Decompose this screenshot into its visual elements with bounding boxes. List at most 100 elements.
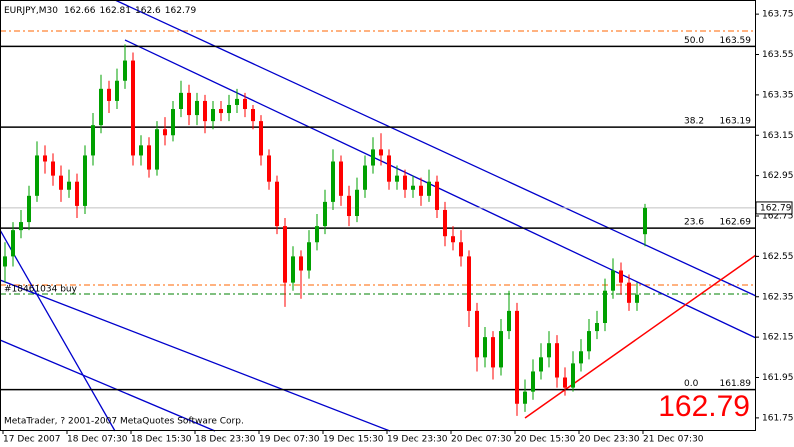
- candle-body: [363, 165, 367, 190]
- candle-body: [387, 155, 391, 182]
- candle-body: [251, 109, 255, 122]
- candle-body: [555, 343, 559, 378]
- x-tick-label: 19 Dec 23:30: [387, 435, 448, 445]
- candle-body: [491, 337, 495, 368]
- candle-body: [459, 242, 463, 257]
- candle-body: [147, 145, 151, 170]
- candle-body: [299, 256, 303, 271]
- candle-body: [171, 109, 175, 136]
- candle-body: [507, 310, 511, 332]
- candle-body: [627, 282, 631, 303]
- trend-line: [0, 229, 116, 432]
- candle-body: [419, 185, 423, 196]
- close: 162.79: [165, 6, 197, 16]
- candle-body: [235, 98, 239, 105]
- trend-line: [0, 279, 391, 432]
- candle-body: [347, 195, 351, 217]
- candle-body: [67, 181, 71, 190]
- fibo-price: 162.69: [720, 218, 752, 228]
- x-tick-label: 19 Dec 07:30: [259, 435, 320, 445]
- candle-body: [99, 88, 103, 126]
- y-tick-label: 163.15: [762, 131, 794, 141]
- y-tick-label: 161.75: [762, 413, 794, 423]
- candle-body: [139, 145, 143, 156]
- x-tick-label: 18 Dec 07:30: [67, 435, 128, 445]
- trend-line: [114, 0, 757, 297]
- candle-body: [379, 149, 383, 156]
- candle-body: [355, 189, 359, 217]
- candle-body: [443, 209, 447, 237]
- candle-body: [531, 371, 535, 392]
- y-tick-label: 162.55: [762, 252, 794, 262]
- candle-body: [403, 175, 407, 190]
- high: 162.81: [100, 6, 132, 16]
- y-tick-label: 163.55: [762, 50, 794, 60]
- candle-body: [563, 377, 567, 388]
- candle-body: [395, 175, 399, 182]
- candle-body: [499, 331, 503, 368]
- candle-body: [467, 256, 471, 311]
- candle-body: [371, 149, 375, 166]
- candle-body: [315, 226, 319, 243]
- candle-body: [475, 310, 479, 358]
- fibo-level: 38.2: [684, 117, 704, 127]
- fibo-level: 23.6: [684, 218, 704, 228]
- candle-body: [131, 60, 135, 156]
- fibo-level: 0.0: [684, 379, 699, 389]
- candle-body: [571, 363, 575, 388]
- trend-line: [524, 254, 757, 419]
- candle-body: [267, 155, 271, 182]
- candle-body: [483, 337, 487, 358]
- low: 162.6: [135, 6, 161, 16]
- trend-line: [0, 339, 216, 432]
- order-label: #18461034 buy: [4, 285, 78, 295]
- y-tick-label: 162.75: [762, 212, 794, 222]
- candle-body: [587, 331, 591, 352]
- candle-body: [283, 226, 287, 283]
- y-tick-label: 163.75: [762, 10, 794, 20]
- candle-body: [3, 256, 7, 267]
- candle-body: [179, 92, 183, 110]
- price-tag: [755, 201, 793, 215]
- candle-body: [203, 100, 207, 122]
- candle-body: [595, 323, 599, 332]
- candle-body: [451, 236, 455, 243]
- candle-body: [163, 129, 167, 136]
- open: 162.66: [64, 6, 96, 16]
- candle-body: [291, 256, 295, 283]
- x-tick-label: 20 Dec 23:30: [579, 435, 640, 445]
- plot: [0, 0, 757, 432]
- candle-body: [155, 129, 159, 170]
- candle-body: [323, 201, 327, 227]
- candle-body: [27, 195, 31, 223]
- candle-body: [187, 92, 191, 116]
- candle-body: [643, 207, 647, 235]
- candle-body: [331, 161, 335, 202]
- candle-body: [115, 80, 119, 101]
- candle-body: [619, 270, 623, 283]
- candle-body: [211, 109, 215, 122]
- candle-body: [19, 222, 23, 231]
- candle-body: [43, 155, 47, 162]
- candle-body: [51, 161, 55, 176]
- candle-body: [435, 181, 439, 210]
- price-tag-label: 162.79: [760, 203, 792, 213]
- candle-body: [523, 391, 527, 404]
- y-tick-label: 162.15: [762, 333, 794, 343]
- big-price: 162.79: [658, 390, 750, 423]
- candle-body: [579, 351, 583, 364]
- x-tick-label: 20 Dec 07:30: [451, 435, 512, 445]
- candle-body: [547, 343, 551, 358]
- fibo-level: 50.0: [684, 36, 704, 46]
- x-tick-label: 17 Dec 2007: [3, 435, 61, 445]
- x-tick-label: 20 Dec 15:30: [515, 435, 576, 445]
- candle-body: [339, 161, 343, 196]
- candle-body: [107, 88, 111, 101]
- candle-body: [515, 310, 519, 404]
- y-tick-label: 161.95: [762, 373, 794, 383]
- y-tick-label: 162.35: [762, 292, 794, 302]
- y-tick-label: 163.35: [762, 90, 794, 100]
- candle-body: [83, 155, 87, 206]
